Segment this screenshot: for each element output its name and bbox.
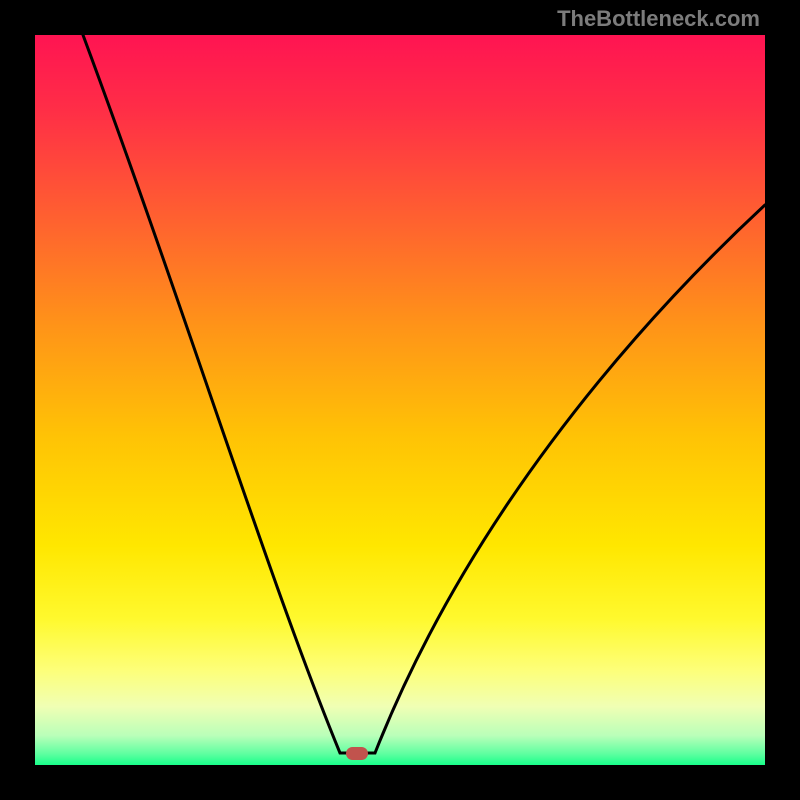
watermark-text: TheBottleneck.com: [557, 6, 760, 32]
bottleneck-curve: [35, 35, 765, 765]
optimal-marker: [346, 747, 368, 760]
plot-area: [35, 35, 765, 765]
chart-canvas: TheBottleneck.com: [0, 0, 800, 800]
